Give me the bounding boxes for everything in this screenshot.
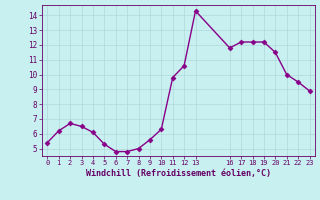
X-axis label: Windchill (Refroidissement éolien,°C): Windchill (Refroidissement éolien,°C): [86, 169, 271, 178]
